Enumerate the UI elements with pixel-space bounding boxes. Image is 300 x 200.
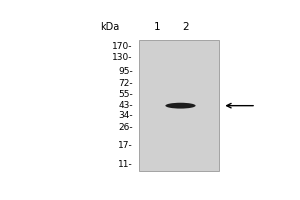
Text: 55-: 55- bbox=[118, 90, 133, 99]
Text: kDa: kDa bbox=[100, 22, 119, 32]
Text: 72-: 72- bbox=[118, 79, 133, 88]
Text: 2: 2 bbox=[182, 22, 188, 32]
Text: 1: 1 bbox=[154, 22, 160, 32]
Text: 11-: 11- bbox=[118, 160, 133, 169]
Text: 170-: 170- bbox=[112, 42, 133, 51]
Ellipse shape bbox=[165, 103, 196, 109]
Text: 43-: 43- bbox=[118, 101, 133, 110]
Text: 130-: 130- bbox=[112, 53, 133, 62]
Text: 17-: 17- bbox=[118, 141, 133, 150]
Text: 95-: 95- bbox=[118, 67, 133, 76]
Text: 34-: 34- bbox=[118, 111, 133, 120]
Bar bbox=[139, 40, 219, 171]
Text: 26-: 26- bbox=[118, 123, 133, 132]
